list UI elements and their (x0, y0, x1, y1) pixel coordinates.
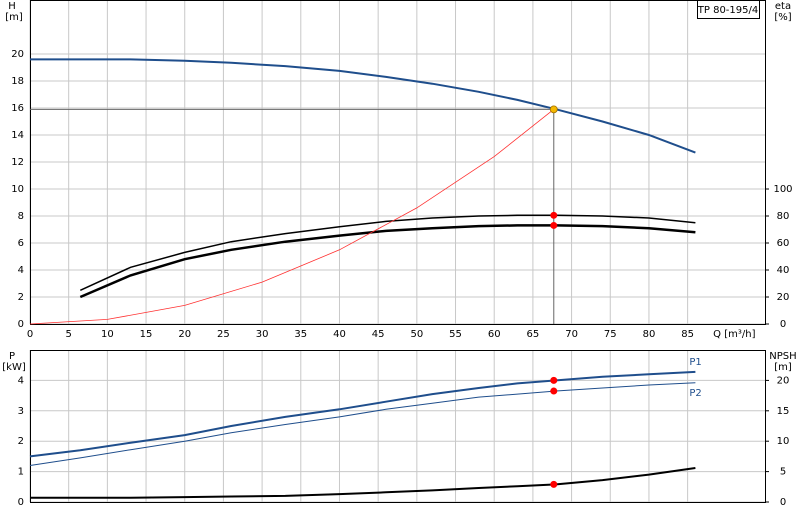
curve (29, 382, 696, 466)
y2-tick-label: 100 (773, 184, 792, 195)
y2-tick-label: 20 (777, 292, 790, 303)
operating-point (550, 221, 558, 229)
plot-frame (30, 350, 766, 503)
y2-tick-label: 10 (777, 436, 790, 447)
y-tick-label: 1 (18, 467, 24, 478)
y-tick-label: 4 (18, 375, 24, 386)
y-axis-label: H (8, 1, 16, 12)
x-tick-label: 0 (27, 329, 33, 340)
y2-tick-label: 15 (777, 406, 790, 417)
y-tick-label: 16 (11, 103, 24, 114)
operating-point (549, 105, 558, 114)
x-tick-label: 20 (178, 329, 191, 340)
x-tick-label: 65 (527, 329, 540, 340)
y2-axis-label: NPSH (769, 351, 796, 362)
x-tick-label: 15 (140, 329, 153, 340)
curve (30, 467, 696, 499)
operating-point (550, 480, 558, 488)
y-tick-label: 4 (18, 265, 24, 276)
x-tick-label: 25 (217, 329, 230, 340)
operating-point (550, 387, 558, 395)
x-tick-label: 40 (333, 329, 346, 340)
x-tick-label: 5 (65, 329, 71, 340)
curve (79, 224, 696, 299)
legend-label: P1 (689, 357, 701, 368)
title-box (697, 0, 760, 19)
x-tick-label: 35 (294, 329, 307, 340)
y-tick-label: 6 (18, 238, 24, 249)
y2-tick-label: 60 (777, 238, 790, 249)
y-tick-label: 8 (18, 211, 24, 222)
y2-tick-label: 80 (777, 211, 790, 222)
y-tick-label: 0 (18, 497, 24, 508)
x-tick-label: 85 (681, 329, 694, 340)
y-tick-label: 0 (18, 319, 24, 330)
y-tick-label: 2 (18, 436, 24, 447)
y-axis-unit: [m] (5, 12, 23, 23)
y2-axis-unit: [%] (774, 12, 791, 23)
y2-tick-label: 0 (780, 497, 786, 508)
x-tick-label: 80 (643, 329, 656, 340)
y-tick-label: 14 (11, 130, 24, 141)
y2-tick-label: 0 (780, 319, 786, 330)
chart-title: TP 80-195/4 (697, 5, 758, 16)
legend-label: P2 (689, 388, 701, 399)
y-tick-label: 12 (11, 157, 24, 168)
x-tick-label: 75 (604, 329, 617, 340)
plot-frame (30, 0, 766, 325)
x-tick-label: 30 (256, 329, 269, 340)
x-tick-label: 45 (372, 329, 385, 340)
x-tick-label: 60 (488, 329, 501, 340)
x-tick-label: 55 (449, 329, 462, 340)
operating-point (550, 376, 558, 384)
x-axis-label: Q [m³/h] (713, 329, 755, 340)
y-tick-label: 20 (11, 49, 24, 60)
operating-point (550, 211, 558, 219)
x-tick-label: 50 (410, 329, 423, 340)
y2-tick-label: 20 (777, 375, 790, 386)
y2-tick-label: 5 (780, 467, 786, 478)
y-axis-label: P (9, 351, 15, 362)
y-tick-label: 18 (11, 76, 24, 87)
x-tick-label: 10 (101, 329, 114, 340)
y-tick-label: 3 (18, 406, 24, 417)
y2-axis-unit: [m] (774, 362, 792, 373)
y2-axis-label: eta (775, 1, 791, 12)
y-tick-label: 2 (18, 292, 24, 303)
curve (29, 370, 696, 458)
curve (30, 58, 696, 154)
x-tick-label: 70 (565, 329, 578, 340)
curve (29, 108, 555, 325)
plot-area (30, 350, 766, 503)
y-tick-label: 10 (11, 184, 24, 195)
y-axis-unit: [kW] (2, 362, 26, 373)
curve (79, 214, 696, 291)
y2-tick-label: 40 (777, 265, 790, 276)
